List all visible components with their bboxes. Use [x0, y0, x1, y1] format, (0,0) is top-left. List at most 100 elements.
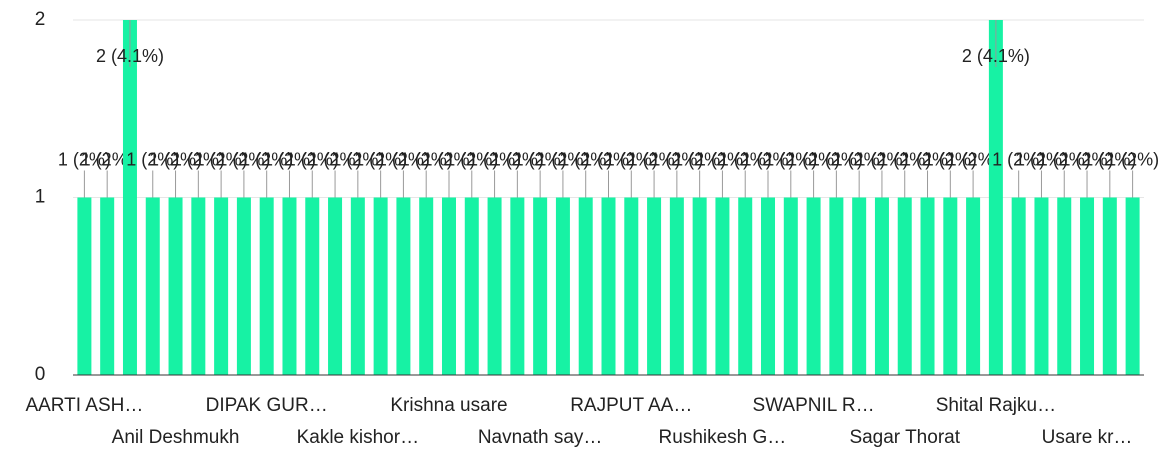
bar [1125, 197, 1140, 375]
value-label: 1 (2%) [901, 149, 954, 169]
bar [738, 197, 753, 375]
bar [829, 197, 844, 375]
bar [191, 197, 206, 375]
bar [1102, 197, 1117, 375]
value-label: 1 (2%) [331, 149, 384, 169]
x-tick-label: AARTI ASH… [25, 395, 143, 416]
bar [852, 197, 867, 375]
value-label: 1 (2%) [422, 149, 475, 169]
bar [943, 197, 958, 375]
bar [419, 197, 434, 375]
bar [806, 197, 821, 375]
bar [1011, 197, 1026, 375]
bar [236, 197, 251, 375]
bar [1034, 197, 1049, 375]
bar [396, 197, 411, 375]
bar [100, 197, 115, 375]
value-label: 1 (2%) [445, 149, 498, 169]
bar [783, 197, 798, 375]
value-label: 2 (4.1%) [96, 46, 164, 66]
bar [966, 197, 981, 375]
value-label: 1 (2%) [536, 149, 589, 169]
x-tick-label: Kakle kishor… [297, 427, 420, 448]
value-label: 1 (2%) [833, 149, 886, 169]
value-label: 1 (2%) [947, 149, 1000, 169]
value-label: 1 (2%) [719, 149, 772, 169]
bar [328, 197, 343, 375]
value-label: 1 (2%) [263, 149, 316, 169]
bar [77, 197, 92, 375]
bar [464, 197, 479, 375]
bar [214, 197, 229, 375]
x-tick-label: Rushikesh G… [659, 427, 787, 448]
bar [510, 197, 525, 375]
bar [692, 197, 707, 375]
y-tick-label: 2 [35, 9, 46, 30]
value-label: 1 (2%) [309, 149, 362, 169]
value-label: 1 (2%) [810, 149, 863, 169]
x-tick-label: Krishna usare [390, 395, 507, 416]
bar [441, 197, 456, 375]
bar [305, 197, 320, 375]
value-label: 1 (2%) [1015, 149, 1068, 169]
value-label: 1 (2%) [514, 149, 567, 169]
value-label: 1 (2%) [673, 149, 726, 169]
bar [555, 197, 570, 375]
value-label: 1 (2%) [217, 149, 270, 169]
value-label: 1 (2%) [605, 149, 658, 169]
value-label: 1 (2%) [696, 149, 749, 169]
value-label: 1 (2%) [126, 149, 179, 169]
value-label: 1 (2%) [1061, 149, 1114, 169]
value-label: 1 (2%) [491, 149, 544, 169]
y-tick-label: 0 [35, 364, 46, 385]
bar [624, 197, 639, 375]
value-label: 1 (2%) [286, 149, 339, 169]
value-label: 1 (2%) [742, 149, 795, 169]
value-label: 1 (2%) [855, 149, 908, 169]
value-label: 1 (2%) [149, 149, 202, 169]
bar [920, 197, 935, 375]
value-label: 1 (2%) [764, 149, 817, 169]
bar [1057, 197, 1072, 375]
bar [487, 197, 502, 375]
bar [282, 197, 297, 375]
bar [874, 197, 889, 375]
value-label: 1 (2%) [650, 149, 703, 169]
value-label: 1 (2%) [1083, 149, 1136, 169]
bar [988, 20, 1003, 375]
bar [897, 197, 912, 375]
value-label: 1 (2%) [172, 149, 225, 169]
value-label: 1 (2%) [878, 149, 931, 169]
x-tick-label: Shital Rajku… [936, 395, 1056, 416]
value-label: 1 (2%) [377, 149, 430, 169]
bar [647, 197, 662, 375]
bar [669, 197, 684, 375]
bar [145, 197, 160, 375]
x-tick-label: SWAPNIL R… [753, 395, 875, 416]
value-label: 1 (2%) [582, 149, 635, 169]
value-label: 2 (4.1%) [962, 46, 1030, 66]
bar [168, 197, 183, 375]
value-label: 1 (2%) [1038, 149, 1091, 169]
x-tick-label: Anil Deshmukh [112, 427, 240, 448]
value-label: 1 (2%) [354, 149, 407, 169]
value-label: 1 (2%) [400, 149, 453, 169]
bar [761, 197, 776, 375]
x-tick-label: Usare kr… [1042, 427, 1133, 448]
bar [578, 197, 593, 375]
value-label: 1 (2%) [924, 149, 977, 169]
value-label: 1 (2%) [559, 149, 612, 169]
x-tick-label: Sagar Thorat [849, 427, 960, 448]
x-tick-label: Navnath say… [478, 427, 603, 448]
value-label: 1 (2%) [195, 149, 248, 169]
x-tick-label: RAJPUT AA… [570, 395, 692, 416]
value-label: 1 (2%) [81, 149, 134, 169]
value-label: 1 (2%) [468, 149, 521, 169]
value-label: 1 (2%) [240, 149, 293, 169]
value-label: 1 (2%) [628, 149, 681, 169]
bar [259, 197, 274, 375]
bar [601, 197, 616, 375]
value-label: 1 (2%) [58, 149, 111, 169]
value-label: 1 (2%) [992, 149, 1045, 169]
